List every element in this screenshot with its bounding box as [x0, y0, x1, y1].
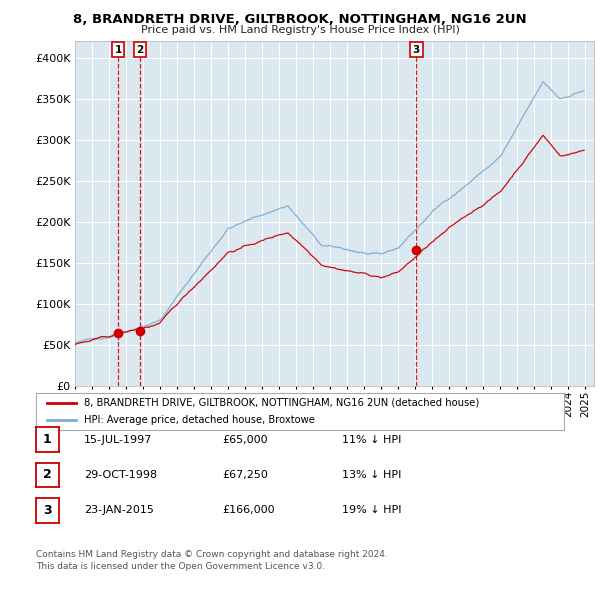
Text: 2: 2 [43, 468, 52, 481]
Text: 29-OCT-1998: 29-OCT-1998 [84, 470, 157, 480]
Text: 3: 3 [413, 45, 420, 55]
Text: 15-JUL-1997: 15-JUL-1997 [84, 435, 152, 444]
Text: HPI: Average price, detached house, Broxtowe: HPI: Average price, detached house, Brox… [83, 415, 314, 425]
Text: 1: 1 [43, 433, 52, 446]
Text: £166,000: £166,000 [222, 506, 275, 515]
Text: 8, BRANDRETH DRIVE, GILTBROOK, NOTTINGHAM, NG16 2UN: 8, BRANDRETH DRIVE, GILTBROOK, NOTTINGHA… [73, 13, 527, 26]
Text: 19% ↓ HPI: 19% ↓ HPI [342, 506, 401, 515]
Text: Price paid vs. HM Land Registry's House Price Index (HPI): Price paid vs. HM Land Registry's House … [140, 25, 460, 35]
Text: Contains HM Land Registry data © Crown copyright and database right 2024.
This d: Contains HM Land Registry data © Crown c… [36, 550, 388, 571]
Text: 2: 2 [137, 45, 144, 55]
Text: 13% ↓ HPI: 13% ↓ HPI [342, 470, 401, 480]
Text: 3: 3 [43, 504, 52, 517]
Text: 8, BRANDRETH DRIVE, GILTBROOK, NOTTINGHAM, NG16 2UN (detached house): 8, BRANDRETH DRIVE, GILTBROOK, NOTTINGHA… [83, 398, 479, 408]
Text: £65,000: £65,000 [222, 435, 268, 444]
Text: £67,250: £67,250 [222, 470, 268, 480]
Text: 23-JAN-2015: 23-JAN-2015 [84, 506, 154, 515]
Text: 1: 1 [115, 45, 122, 55]
Text: 11% ↓ HPI: 11% ↓ HPI [342, 435, 401, 444]
